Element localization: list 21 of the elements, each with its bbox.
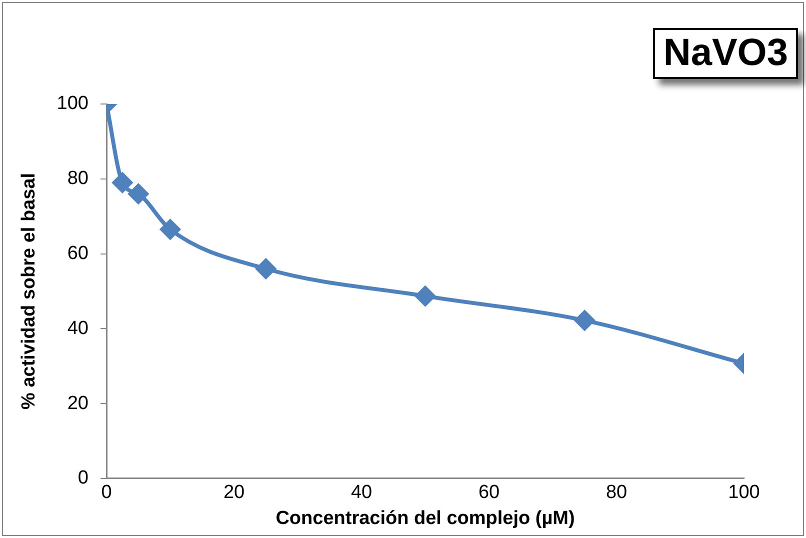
- chart-title: NaVO3: [653, 28, 798, 79]
- y-tick-label: 40: [67, 318, 88, 339]
- y-tick-label: 60: [67, 242, 88, 264]
- point: [160, 219, 180, 240]
- y-axis-title: % actividad sobre el basal: [18, 172, 40, 410]
- point: [574, 310, 595, 330]
- x-tick-label: 100: [728, 482, 760, 504]
- point: [112, 172, 132, 193]
- y-tick-label: 20: [67, 392, 88, 414]
- y-tick-label: 0: [78, 468, 88, 489]
- point: [256, 258, 276, 279]
- x-tick-label: 20: [223, 482, 245, 504]
- x-tick-label: 0: [101, 482, 112, 504]
- x-tick-label: 60: [478, 482, 500, 504]
- x-tick-label: 80: [606, 482, 628, 504]
- y-tick-label: 80: [67, 168, 88, 190]
- point: [415, 286, 436, 306]
- x-axis-title: Concentración del complejo (µM): [276, 508, 575, 529]
- x-tick-label: 40: [350, 482, 372, 504]
- y-tick-label: 100: [56, 93, 88, 114]
- point: [128, 184, 148, 204]
